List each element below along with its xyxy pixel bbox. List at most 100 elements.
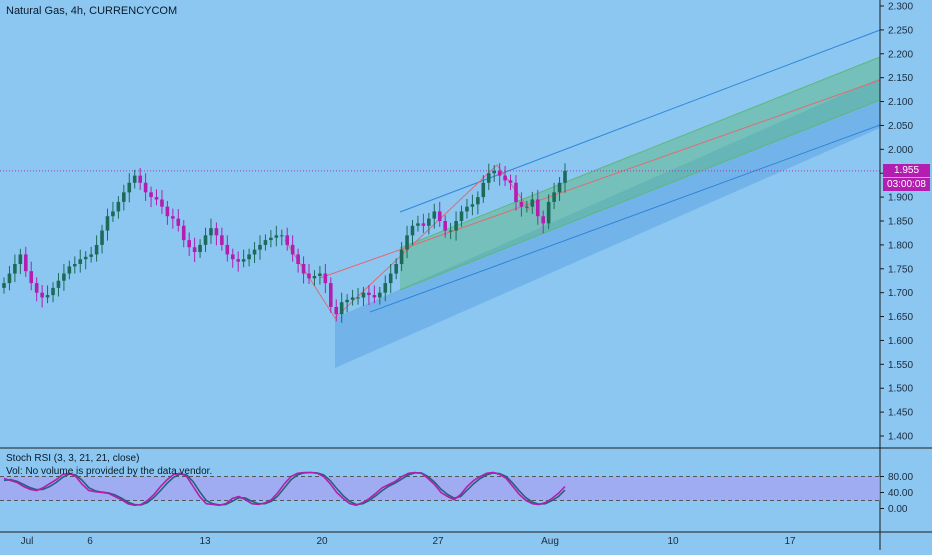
candle-body[interactable] — [492, 170, 496, 174]
candle-body[interactable] — [356, 297, 360, 299]
candle-body[interactable] — [225, 244, 230, 255]
candle-body[interactable] — [454, 221, 458, 231]
candle-body[interactable] — [279, 235, 284, 237]
candle-body[interactable] — [367, 292, 371, 296]
candle-body[interactable] — [62, 273, 66, 281]
candle-body[interactable] — [508, 180, 513, 183]
candle-body[interactable] — [45, 295, 50, 298]
candle-body[interactable] — [203, 235, 208, 245]
candle-body[interactable] — [29, 271, 34, 284]
candle-body[interactable] — [427, 218, 431, 226]
candles-group[interactable] — [2, 163, 567, 323]
candle-body[interactable] — [350, 297, 355, 300]
pitchfork-inner-upper-line[interactable] — [399, 56, 881, 249]
candle-body[interactable] — [514, 182, 518, 202]
pitchfork-median-line[interactable] — [319, 79, 881, 279]
candle-body[interactable] — [405, 235, 409, 250]
candle-body[interactable] — [328, 283, 333, 307]
candle-body[interactable] — [56, 280, 61, 288]
candle-body[interactable] — [94, 244, 99, 255]
candle-body[interactable] — [563, 170, 567, 183]
candle-body[interactable] — [318, 273, 322, 276]
candle-body[interactable] — [557, 182, 562, 193]
candle-body[interactable] — [296, 254, 300, 264]
candle-body[interactable] — [138, 175, 142, 183]
candle-body[interactable] — [519, 201, 524, 207]
candle-body[interactable] — [100, 230, 104, 245]
candle-body[interactable] — [525, 206, 529, 208]
candle-body[interactable] — [448, 230, 453, 232]
candle-body[interactable] — [290, 244, 295, 255]
candle-body[interactable] — [334, 307, 339, 315]
candle-body[interactable] — [252, 249, 257, 255]
candle-body[interactable] — [214, 228, 219, 236]
candle-body[interactable] — [34, 283, 39, 293]
candle-body[interactable] — [7, 273, 12, 284]
candle-body[interactable] — [486, 173, 491, 183]
candle-body[interactable] — [410, 225, 415, 236]
candle-body[interactable] — [198, 244, 202, 253]
candle-body[interactable] — [67, 266, 72, 274]
candle-body[interactable] — [476, 197, 480, 205]
candle-body[interactable] — [105, 216, 110, 231]
candle-body[interactable] — [443, 221, 447, 231]
candle-body[interactable] — [459, 211, 464, 221]
candle-body[interactable] — [83, 256, 88, 260]
candle-body[interactable] — [416, 223, 420, 226]
candle-body[interactable] — [530, 199, 535, 207]
candle-body[interactable] — [176, 218, 181, 226]
candle-body[interactable] — [220, 235, 224, 245]
candle-body[interactable] — [154, 197, 159, 200]
pitchfork-anchor-lines[interactable] — [284, 164, 531, 319]
candle-body[interactable] — [383, 283, 388, 293]
candle-body[interactable] — [247, 254, 251, 260]
candle-body[interactable] — [230, 254, 235, 260]
candle-body[interactable] — [394, 264, 398, 274]
candle-body[interactable] — [165, 206, 170, 217]
candle-body[interactable] — [2, 283, 6, 288]
candle-body[interactable] — [372, 295, 377, 298]
candle-body[interactable] — [312, 275, 317, 279]
candle-body[interactable] — [23, 254, 28, 272]
candle-body[interactable] — [323, 273, 328, 284]
candle-body[interactable] — [111, 211, 115, 217]
candle-body[interactable] — [345, 299, 349, 303]
candle-body[interactable] — [481, 182, 486, 198]
volume-label[interactable]: Vol: No volume is provided by the data v… — [6, 466, 213, 477]
candle-body[interactable] — [546, 201, 551, 224]
candle-body[interactable] — [73, 264, 77, 267]
candle-body[interactable] — [503, 175, 507, 181]
candle-body[interactable] — [361, 292, 366, 298]
candle-body[interactable] — [378, 292, 382, 298]
candle-body[interactable] — [149, 192, 153, 198]
candle-body[interactable] — [89, 254, 93, 257]
candle-body[interactable] — [307, 273, 311, 279]
candle-body[interactable] — [274, 235, 279, 238]
candle-body[interactable] — [181, 225, 186, 241]
candle-body[interactable] — [339, 302, 344, 315]
candle-body[interactable] — [132, 175, 137, 183]
stoch-k-line[interactable] — [3, 471, 566, 507]
candle-body[interactable] — [421, 223, 426, 226]
candle-body[interactable] — [535, 199, 540, 217]
candle-body[interactable] — [143, 182, 148, 193]
candle-body[interactable] — [241, 259, 246, 262]
candle-body[interactable] — [269, 237, 273, 241]
candle-body[interactable] — [40, 292, 44, 298]
candle-body[interactable] — [552, 192, 556, 202]
candle-body[interactable] — [13, 264, 17, 274]
pitchfork-lower-line[interactable] — [369, 124, 881, 313]
candle-body[interactable] — [78, 259, 83, 264]
candle-body[interactable] — [263, 240, 268, 245]
stoch-rsi-label[interactable]: Stoch RSI (3, 3, 21, 21, close) — [6, 453, 140, 464]
candle-body[interactable] — [258, 244, 262, 250]
candle-body[interactable] — [209, 228, 213, 236]
candle-body[interactable] — [160, 199, 164, 207]
candle-body[interactable] — [497, 170, 502, 176]
candle-body[interactable] — [301, 264, 306, 274]
candle-body[interactable] — [192, 247, 197, 253]
candle-body[interactable] — [116, 201, 121, 212]
candle-body[interactable] — [465, 206, 469, 212]
